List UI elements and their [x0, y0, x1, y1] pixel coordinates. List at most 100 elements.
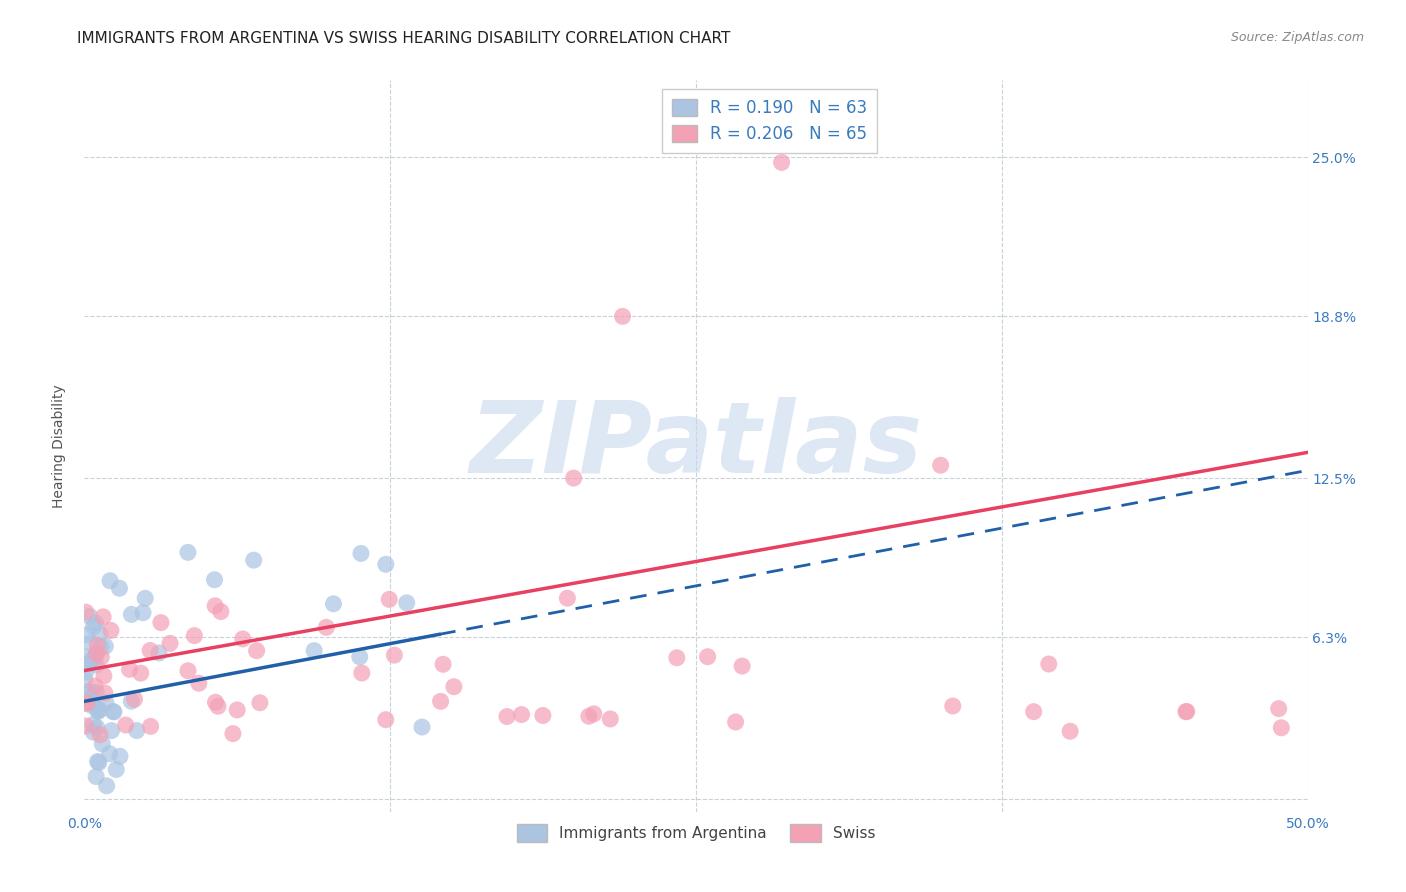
Point: [91, 737, 114, 751]
Point: [374, 713, 396, 727]
Point: [100, 624, 122, 638]
Point: [84, 647, 107, 661]
Point: [731, 659, 754, 673]
Point: [132, 606, 155, 620]
Point: [124, 692, 146, 706]
Point: [100, 723, 122, 738]
Point: [82, 725, 104, 739]
Point: [349, 649, 371, 664]
Point: [942, 699, 965, 714]
Point: [86, 755, 108, 769]
Point: [1270, 721, 1292, 735]
Point: [87, 756, 110, 770]
Point: [582, 706, 605, 721]
Point: [134, 591, 156, 606]
Point: [75, 649, 97, 664]
Point: [86, 646, 108, 660]
Point: [80, 698, 103, 713]
Point: [557, 591, 579, 606]
Point: [114, 718, 136, 732]
Legend: Immigrants from Argentina, Swiss: Immigrants from Argentina, Swiss: [510, 818, 882, 848]
Text: IMMIGRANTS FROM ARGENTINA VS SWISS HEARING DISABILITY CORRELATION CHART: IMMIGRANTS FROM ARGENTINA VS SWISS HEARI…: [77, 31, 731, 46]
Point: [98, 574, 121, 588]
Point: [94, 639, 117, 653]
Point: [724, 714, 747, 729]
Point: [108, 749, 131, 764]
Point: [378, 592, 401, 607]
Point: [98, 747, 121, 761]
Point: [1022, 705, 1045, 719]
Point: [105, 763, 128, 777]
Point: [177, 545, 200, 559]
Point: [90, 650, 112, 665]
Point: [1267, 701, 1289, 715]
Point: [665, 650, 688, 665]
Point: [183, 629, 205, 643]
Point: [84, 616, 107, 631]
Point: [86, 657, 108, 672]
Point: [75, 665, 97, 679]
Point: [84, 770, 107, 784]
Point: [96, 779, 118, 793]
Point: [79, 609, 101, 624]
Point: [204, 573, 226, 587]
Text: Source: ZipAtlas.com: Source: ZipAtlas.com: [1230, 31, 1364, 45]
Point: [103, 705, 125, 719]
Point: [79, 636, 101, 650]
Point: [612, 310, 634, 324]
Point: [578, 709, 600, 723]
Point: [322, 597, 344, 611]
Point: [79, 685, 101, 699]
Point: [242, 553, 264, 567]
Point: [73, 697, 96, 711]
Point: [374, 558, 396, 572]
Text: ZIPatlas: ZIPatlas: [470, 398, 922, 494]
Point: [443, 680, 465, 694]
Point: [350, 546, 373, 560]
Point: [382, 648, 405, 662]
Point: [204, 695, 226, 709]
Point: [83, 651, 105, 665]
Point: [411, 720, 433, 734]
Point: [86, 721, 108, 735]
Point: [222, 726, 245, 740]
Point: [108, 581, 131, 595]
Point: [315, 620, 337, 634]
Point: [139, 643, 162, 657]
Point: [1038, 657, 1060, 671]
Point: [496, 709, 519, 723]
Point: [429, 694, 451, 708]
Y-axis label: Hearing Disability: Hearing Disability: [52, 384, 66, 508]
Point: [120, 607, 142, 622]
Point: [94, 686, 117, 700]
Point: [77, 691, 100, 706]
Point: [80, 654, 103, 668]
Point: [159, 636, 181, 650]
Point: [86, 639, 108, 653]
Point: [177, 664, 200, 678]
Point: [76, 696, 98, 710]
Point: [87, 702, 110, 716]
Point: [696, 649, 718, 664]
Point: [1175, 705, 1198, 719]
Point: [209, 605, 232, 619]
Point: [395, 596, 418, 610]
Point: [1174, 705, 1197, 719]
Point: [84, 679, 107, 693]
Point: [73, 673, 96, 687]
Point: [432, 657, 454, 672]
Point: [84, 685, 107, 699]
Point: [75, 719, 97, 733]
Point: [207, 699, 229, 714]
Point: [249, 696, 271, 710]
Point: [118, 662, 141, 676]
Point: [929, 458, 952, 473]
Point: [245, 643, 267, 657]
Point: [101, 705, 124, 719]
Point: [91, 610, 114, 624]
Point: [232, 632, 254, 646]
Point: [87, 705, 110, 719]
Point: [90, 640, 112, 654]
Point: [226, 703, 249, 717]
Point: [82, 717, 104, 731]
